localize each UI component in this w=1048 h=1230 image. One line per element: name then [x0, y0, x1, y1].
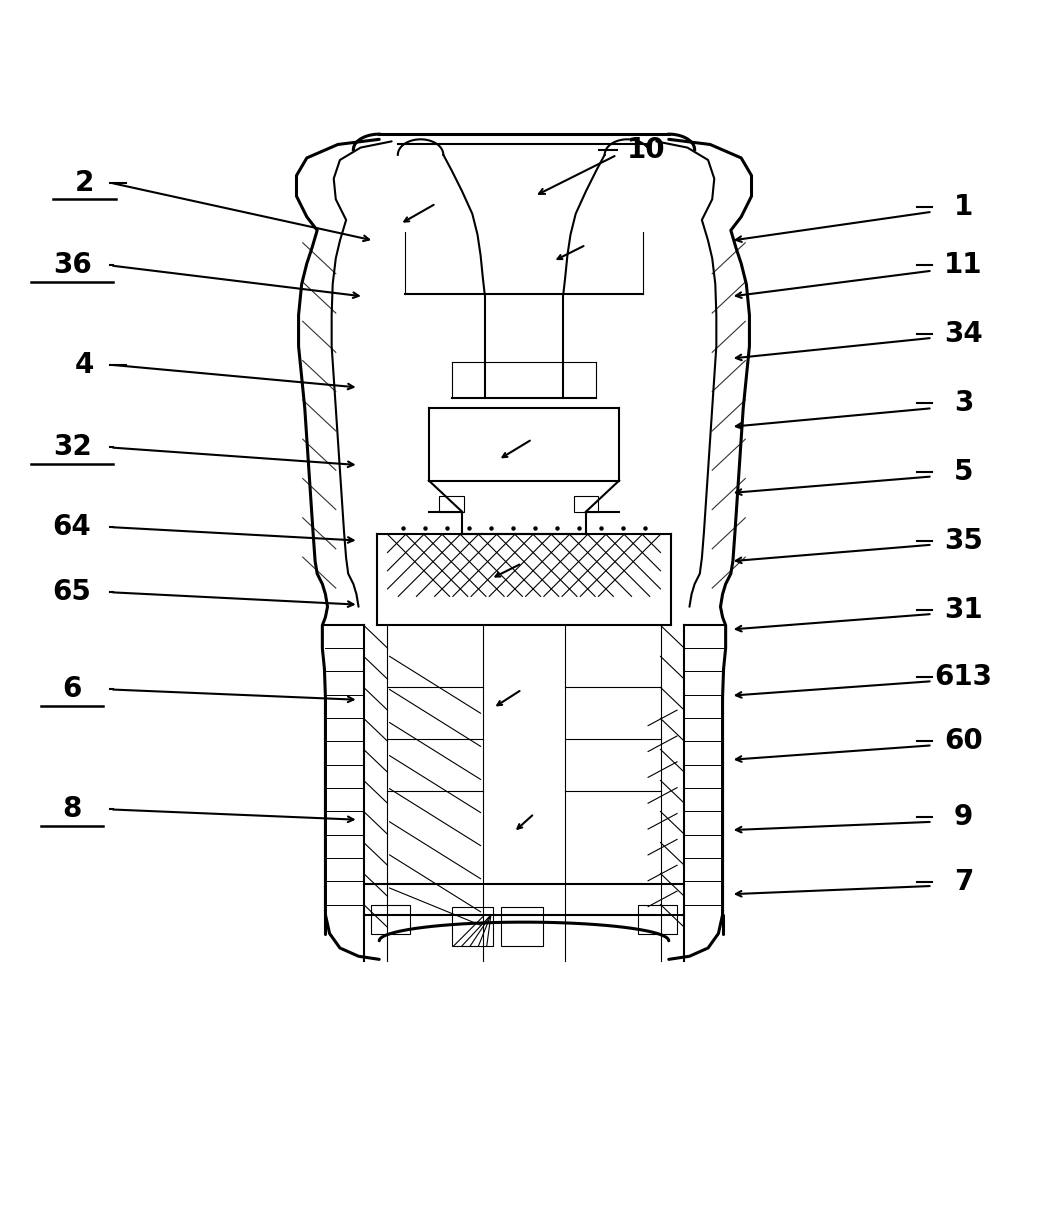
Text: 35: 35	[944, 526, 983, 555]
Text: 6: 6	[63, 675, 82, 704]
Text: 613: 613	[935, 663, 992, 691]
Text: 64: 64	[52, 513, 91, 541]
Text: 32: 32	[52, 433, 91, 461]
Text: 31: 31	[944, 595, 983, 624]
Bar	[371, 904, 410, 934]
Text: 10: 10	[627, 135, 665, 164]
Text: 65: 65	[52, 578, 91, 606]
Text: 8: 8	[63, 796, 82, 823]
Text: 5: 5	[954, 459, 974, 486]
Text: 9: 9	[954, 803, 974, 830]
Text: 2: 2	[74, 169, 94, 197]
Bar	[439, 496, 464, 512]
Text: 4: 4	[74, 351, 94, 379]
Text: 36: 36	[52, 251, 91, 279]
Text: 3: 3	[954, 389, 974, 417]
Text: 60: 60	[944, 727, 983, 755]
Bar	[573, 496, 598, 512]
Bar	[638, 904, 677, 934]
Text: 7: 7	[954, 868, 974, 895]
Text: 34: 34	[944, 320, 983, 348]
Bar	[452, 907, 493, 946]
Text: 11: 11	[944, 251, 983, 279]
Text: 1: 1	[954, 193, 974, 220]
Bar	[501, 907, 543, 946]
